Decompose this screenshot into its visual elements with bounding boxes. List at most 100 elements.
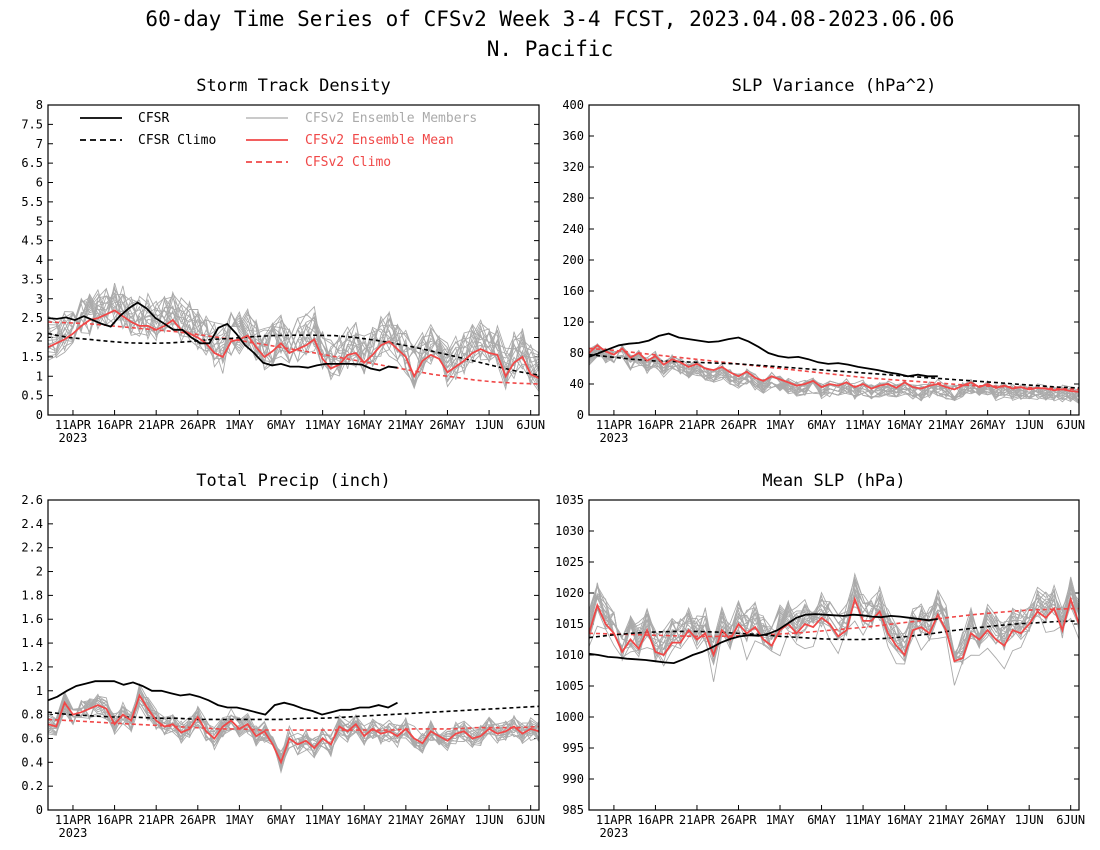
x-tick-label: 16APR bbox=[97, 813, 134, 827]
y-tick-label: 3 bbox=[36, 292, 43, 306]
cfsv2-climo-line bbox=[589, 347, 1079, 391]
y-tick-label: 0 bbox=[36, 803, 43, 817]
y-tick-label: 80 bbox=[570, 346, 584, 360]
plot-area bbox=[48, 282, 539, 392]
y-tick-label: 2 bbox=[36, 331, 43, 345]
plot-area bbox=[589, 572, 1079, 686]
legend-label-cfsr: CFSR bbox=[138, 111, 169, 126]
x-tick-label: 11MAY bbox=[845, 813, 882, 827]
x-tick-label: 21APR bbox=[138, 813, 175, 827]
ensemble-member-line bbox=[589, 608, 1079, 686]
x-tick-label: 11APR bbox=[596, 813, 633, 827]
y-tick-label: 360 bbox=[562, 129, 584, 143]
legend-label-members: CFSv2 Ensemble Members bbox=[305, 111, 477, 126]
y-tick-label: 160 bbox=[562, 284, 584, 298]
y-tick-label: 5 bbox=[36, 214, 43, 228]
main-title-region: N. Pacific bbox=[487, 37, 613, 61]
cfsr-climo-line bbox=[589, 353, 1079, 389]
panel-2: SLP Variance (hPa^2) 0 40 80 120 160 200 240 280… bbox=[562, 76, 1085, 445]
y-tick-label: 2.5 bbox=[21, 311, 43, 325]
ensemble-member-line bbox=[589, 579, 1079, 662]
x-tick-label: 21APR bbox=[138, 418, 175, 432]
y-tick-label: 2.6 bbox=[21, 493, 43, 507]
cfsr-climo-line bbox=[589, 620, 1079, 641]
plot-area bbox=[48, 680, 539, 774]
plot-frame bbox=[588, 499, 1080, 811]
x-tick-label: 6MAY bbox=[267, 418, 297, 432]
x-tick-label: 6JUN bbox=[516, 418, 545, 432]
y-tick-label: 1.2 bbox=[21, 660, 43, 674]
x-tick-label: 1MAY bbox=[766, 418, 796, 432]
y-tick-label: 0.4 bbox=[21, 755, 43, 769]
y-tick-label: 990 bbox=[562, 772, 584, 786]
x-tick-label: 11APR bbox=[596, 418, 633, 432]
y-tick-label: 1.4 bbox=[21, 636, 43, 650]
x-tick-label: 1MAY bbox=[766, 813, 796, 827]
y-tick-label: 2.2 bbox=[21, 541, 43, 555]
y-tick-label: 0 bbox=[36, 408, 43, 422]
x-tick-label: 16MAY bbox=[887, 813, 924, 827]
x-tick-label: 6MAY bbox=[807, 418, 837, 432]
y-tick-label: 6.5 bbox=[21, 156, 43, 170]
ensemble-member-line bbox=[48, 694, 539, 768]
y-tick-label: 0.6 bbox=[21, 731, 43, 745]
x-tick-label: 11MAY bbox=[845, 418, 882, 432]
y-tick-label: 1.8 bbox=[21, 588, 43, 602]
x-tick-label: 16MAY bbox=[346, 418, 383, 432]
ensemble-member-line bbox=[589, 348, 1079, 402]
x-tick-label: 21APR bbox=[679, 813, 716, 827]
x-tick-label: 16APR bbox=[637, 418, 674, 432]
ensemble-member-line bbox=[48, 686, 539, 756]
plot-frame bbox=[47, 499, 540, 811]
x-tick-label: 21MAY bbox=[928, 813, 965, 827]
ensemble-member-line bbox=[48, 290, 539, 381]
x-tick-label: 6MAY bbox=[267, 813, 297, 827]
x-tick-label: 26APR bbox=[180, 418, 217, 432]
y-tick-label: 1025 bbox=[555, 555, 584, 569]
y-tick-label: 1000 bbox=[555, 710, 584, 724]
x-tick-label: 11MAY bbox=[305, 418, 342, 432]
ensemble-member-line bbox=[48, 682, 539, 760]
x-tick-label: 1MAY bbox=[225, 813, 255, 827]
x-tick-label: 26MAY bbox=[429, 813, 466, 827]
plot-frame bbox=[588, 104, 1080, 416]
legend-label-cfsr-climo: CFSR Climo bbox=[138, 133, 216, 148]
x-tick-label: 26MAY bbox=[970, 418, 1007, 432]
x-tick-label: 1JUN bbox=[1015, 813, 1044, 827]
panel-title: Mean SLP (hPa) bbox=[762, 471, 905, 491]
x-tick-label: 16APR bbox=[637, 813, 674, 827]
y-tick-label: 2 bbox=[36, 565, 43, 579]
panel-4: Mean SLP (hPa) 985 990 995 1000 1005 1010 1015 1… bbox=[555, 471, 1085, 840]
x-tick-label: 16APR bbox=[97, 418, 134, 432]
panel-title: Total Precip (inch) bbox=[196, 471, 390, 491]
ensemble-member-line bbox=[589, 344, 1079, 400]
y-tick-label: 1.5 bbox=[21, 350, 43, 364]
y-tick-label: 400 bbox=[562, 98, 584, 112]
y-tick-label: 1030 bbox=[555, 524, 584, 538]
ensemble-mean-line bbox=[48, 693, 539, 765]
legend: CFSR CFSR Climo CFSv2 Ensemble Members CFSv… bbox=[80, 111, 477, 170]
ensemble-member-line bbox=[48, 295, 539, 383]
plot-frame bbox=[47, 104, 540, 416]
ensemble-member-line bbox=[48, 287, 539, 387]
cfsv2-climo-line bbox=[48, 718, 539, 731]
x-tick-label: 26APR bbox=[180, 813, 217, 827]
panel-1: Storm Track Density 0 0.5 1 1.5 2 2.5 3 3.5 4 4.5 5… bbox=[21, 76, 545, 445]
y-tick-label: 6 bbox=[36, 176, 43, 190]
x-tick-label: 26MAY bbox=[429, 418, 466, 432]
y-tick-label: 1010 bbox=[555, 648, 584, 662]
x-year-label: 2023 bbox=[59, 431, 88, 445]
x-tick-label: 1JUN bbox=[1015, 418, 1044, 432]
y-tick-label: 1005 bbox=[555, 679, 584, 693]
x-year-label: 2023 bbox=[59, 826, 88, 840]
ensemble-mean-line bbox=[589, 596, 1079, 663]
x-tick-label: 16MAY bbox=[346, 813, 383, 827]
panel-3: Total Precip (inch) 0 0.2 0.4 0.6 0.8 1 1.2 1.4 1… bbox=[21, 471, 545, 840]
x-tick-label: 26MAY bbox=[970, 813, 1007, 827]
ensemble-member-line bbox=[48, 294, 539, 392]
y-tick-label: 4 bbox=[36, 253, 43, 267]
y-tick-label: 40 bbox=[570, 377, 584, 391]
x-tick-label: 11MAY bbox=[305, 813, 342, 827]
x-tick-label: 11APR bbox=[55, 418, 92, 432]
